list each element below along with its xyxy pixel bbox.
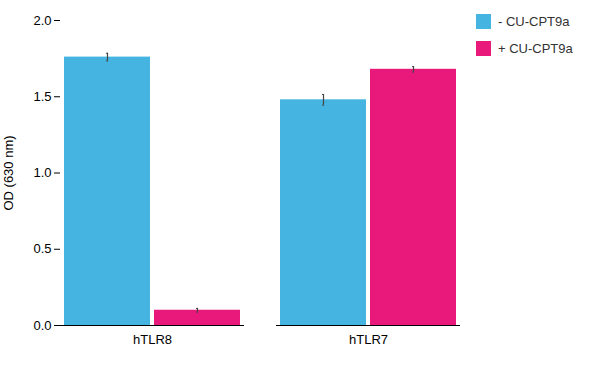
svg-text:OD (630 nm): OD (630 nm)	[1, 135, 16, 210]
svg-text:0.0: 0.0	[33, 318, 51, 333]
html-text:+ CU-CPT9a: + CU-CPT9a	[498, 41, 573, 56]
html-text:- CU-CPT9a: - CU-CPT9a	[498, 14, 570, 29]
svg-text:2.0: 2.0	[33, 13, 51, 28]
svg-text:hTLR7: hTLR7	[349, 332, 388, 347]
svg-text:1.0: 1.0	[33, 165, 51, 180]
svg-text:0.5: 0.5	[33, 241, 51, 256]
svg-text:1.5: 1.5	[33, 89, 51, 104]
svg-text:hTLR8: hTLR8	[133, 332, 172, 347]
